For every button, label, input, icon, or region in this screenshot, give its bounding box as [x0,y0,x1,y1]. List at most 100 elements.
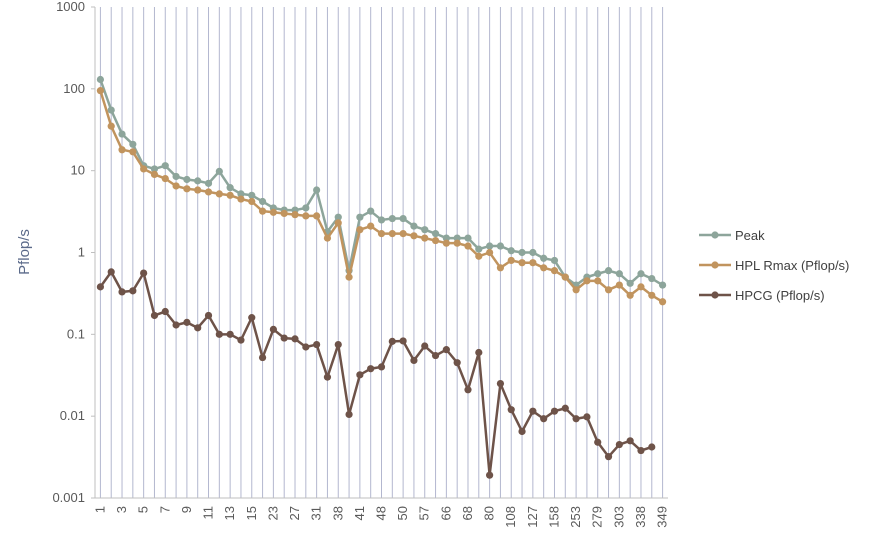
x-tick-label: 50 [395,506,410,520]
data-point-peak [226,184,234,192]
data-point-peak [475,245,483,253]
data-point-hpl-rmax-pflop-s [313,212,321,220]
data-point-hpcg-pflop-s [129,287,137,295]
data-point-peak [442,234,450,242]
legend-marker-hpl-rmax-pflop-s [711,261,719,269]
data-point-hpcg-pflop-s [561,404,569,412]
data-point-hpl-rmax-pflop-s [561,273,569,281]
data-point-hpcg-pflop-s [615,440,623,449]
data-point-hpcg-pflop-s [550,407,559,415]
data-point-hpl-rmax-pflop-s [226,191,234,199]
data-point-peak [648,274,656,283]
data-point-hpl-rmax-pflop-s [583,277,591,285]
axes [91,6,668,499]
data-point-hpl-rmax-pflop-s [345,273,353,281]
data-point-hpcg-pflop-s [421,342,429,350]
series-line-hpcg-pflop-s [99,270,653,477]
data-point-hpl-rmax-pflop-s [529,259,537,267]
data-point-hpl-rmax-pflop-s [183,185,191,193]
data-point-peak [399,214,407,223]
x-tick-label: 108 [503,506,518,528]
data-point-hpcg-pflop-s [529,407,537,415]
data-point-peak [237,190,245,198]
data-point-hpcg-pflop-s [183,318,191,326]
data-point-hpl-rmax-pflop-s [637,283,645,291]
series-layer [96,75,667,479]
data-point-hpl-rmax-pflop-s [431,236,440,245]
data-point-hpl-rmax-pflop-s [194,186,202,194]
data-point-peak [172,172,180,181]
x-tick-label: 279 [590,506,605,528]
data-point-hpcg-pflop-s [140,269,148,277]
data-point-peak [507,247,515,255]
data-point-hpl-rmax-pflop-s [172,182,180,190]
x-tick-label: 57 [417,506,432,520]
legend-marker-peak [711,231,719,239]
data-point-hpcg-pflop-s [118,288,126,296]
data-point-hpl-rmax-pflop-s [442,239,450,247]
y-tick-label: 0.001 [52,490,85,505]
x-tick-label: 41 [352,506,367,520]
data-point-hpcg-pflop-s [431,351,440,360]
data-point-hpl-rmax-pflop-s [323,234,332,242]
data-point-hpcg-pflop-s [323,373,332,381]
data-point-hpl-rmax-pflop-s [129,148,137,156]
data-point-peak [302,204,310,212]
data-point-hpcg-pflop-s [518,427,526,436]
x-tick-label: 13 [222,506,237,520]
data-point-hpcg-pflop-s [464,386,472,394]
data-point-peak [248,191,256,199]
data-point-hpl-rmax-pflop-s [496,264,505,272]
data-point-hpl-rmax-pflop-s [237,195,245,203]
y-axis-label: Pflop/s [16,229,33,275]
data-point-peak [421,226,429,234]
legend: Peak HPL Rmax (Pflop/s) HPCG (Pflop/s) [699,228,849,303]
data-point-hpl-rmax-pflop-s [107,122,115,130]
data-point-hpcg-pflop-s [237,336,245,344]
data-point-hpcg-pflop-s [410,356,418,365]
x-tick-label: 5 [136,506,151,513]
legend-label-hpcg-pflop-s: HPCG (Pflop/s) [735,288,825,303]
data-point-hpl-rmax-pflop-s [291,211,299,219]
x-tick-label: 23 [265,506,280,520]
data-point-hpcg-pflop-s [150,311,159,320]
data-point-hpcg-pflop-s [507,406,515,414]
legend-label-hpl-rmax-pflop-s: HPL Rmax (Pflop/s) [735,258,849,273]
x-tick-label: 11 [201,506,216,520]
x-tick-label: 158 [546,506,561,528]
data-point-hpcg-pflop-s [204,311,213,320]
data-point-peak [496,242,505,250]
data-point-hpcg-pflop-s [194,324,202,332]
data-point-hpl-rmax-pflop-s [302,212,310,220]
data-point-hpl-rmax-pflop-s [367,222,375,230]
x-tick-label: 66 [438,506,453,520]
data-point-hpl-rmax-pflop-s [572,286,580,294]
data-point-hpcg-pflop-s [215,330,223,338]
data-point-peak [658,281,667,289]
y-tick-label: 0.01 [60,408,85,423]
legend-marker-hpcg-pflop-s [711,291,719,299]
data-point-hpl-rmax-pflop-s [215,190,223,198]
data-point-peak [183,175,191,184]
x-tick-label: 31 [309,506,324,520]
data-point-hpl-rmax-pflop-s [658,298,667,306]
data-point-hpl-rmax-pflop-s [204,188,213,196]
data-point-hpl-rmax-pflop-s [507,256,515,265]
data-point-hpcg-pflop-s [399,337,407,345]
data-point-hpcg-pflop-s [258,353,267,362]
data-point-peak [431,230,440,238]
data-point-hpcg-pflop-s [96,283,105,291]
x-tick-label: 1 [92,506,107,513]
data-point-peak [615,270,623,278]
data-point-peak [204,179,213,187]
data-point-hpcg-pflop-s [453,359,461,367]
data-point-hpl-rmax-pflop-s [453,239,461,247]
data-point-hpl-rmax-pflop-s [280,209,288,218]
data-point-hpcg-pflop-s [302,343,310,351]
x-tick-label: 3 [114,506,129,513]
x-tick-label: 15 [244,506,259,520]
data-point-hpl-rmax-pflop-s [118,146,126,154]
